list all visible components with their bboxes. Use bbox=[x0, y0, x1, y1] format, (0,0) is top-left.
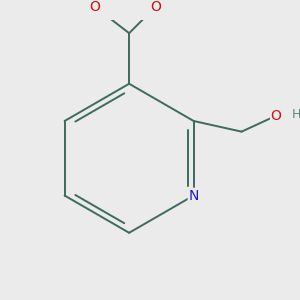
Text: O: O bbox=[271, 109, 282, 123]
Text: H: H bbox=[292, 108, 300, 121]
Text: O: O bbox=[89, 0, 100, 14]
Text: O: O bbox=[150, 0, 161, 14]
Text: N: N bbox=[188, 188, 199, 203]
